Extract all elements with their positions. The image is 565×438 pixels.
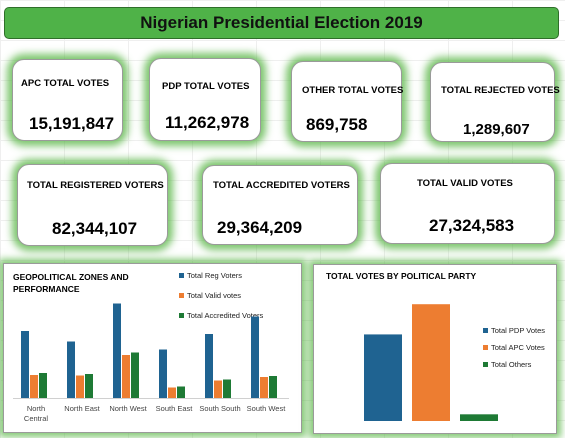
total-valid-votes-label: TOTAL VALID VOTES [417,178,513,189]
total-rejected-votes-card[interactable]: TOTAL REJECTED VOTES 1,289,607 [430,62,560,142]
bar-total-valid-votes-north-east[interactable] [76,375,84,399]
legend-swatch-total-valid-votes [179,293,184,298]
legend-label-total-others: Total Others [491,360,532,369]
chart1-title-line1: GEOPOLITICAL ZONES AND [13,272,129,282]
total-rejected-votes-label: TOTAL REJECTED VOTES [441,85,560,96]
bar-total-valid-votes-north-west[interactable] [122,355,130,398]
bar-total-valid-votes-south-west[interactable] [260,377,268,398]
legend-swatch-total-reg-voters [179,273,184,278]
legend-label-total-pdp-votes: Total PDP Votes [491,326,545,335]
legend-swatch-total-accredited-voters [179,313,184,318]
chart1-title-line2: PERFORMANCE [13,284,80,294]
pdp-total-votes-value: 11,262,978 [165,113,250,132]
tick-label-south-west: South West [247,404,287,413]
geopolitical-zones-svg: GEOPOLITICAL ZONES AND PERFORMANCE Total… [13,271,289,423]
other-total-votes-value: 869,758 [306,115,368,134]
tick-label-south-east: South East [156,404,194,413]
bar-total-reg-voters-north-west[interactable] [113,303,121,399]
total-accredited-voters-card[interactable]: TOTAL ACCREDITED VOTERS 29,364,209 [202,165,358,245]
legend-label-total-reg-voters: Total Reg Voters [187,271,242,280]
bar-total-accredited-voters-north-west[interactable] [131,352,139,399]
total-registered-voters-value: 82,344,107 [52,219,138,238]
legend-swatch-total-apc-votes [483,345,488,350]
apc-total-votes-value: 15,191,847 [29,114,115,133]
bar-total-valid-votes-south-east[interactable] [168,387,176,399]
bar-total-valid-votes-north-central[interactable] [30,375,38,398]
bar-total-accredited-voters-south-east[interactable] [177,386,185,399]
votes-by-party-svg: TOTAL VOTES BY POLITICAL PARTY Total PDP… [326,271,545,421]
bar-total-accredited-voters-south-west[interactable] [269,376,277,398]
total-valid-votes-card[interactable]: TOTAL VALID VOTES 27,324,583 [380,163,555,244]
legend-swatch-total-others [483,362,488,367]
geopolitical-zones-chart[interactable]: GEOPOLITICAL ZONES AND PERFORMANCE Total… [3,263,302,433]
pdp-total-votes-card[interactable]: PDP TOTAL VOTES 11,262,978 [149,58,261,141]
other-total-votes-card[interactable]: OTHER TOTAL VOTES 869,758 [291,61,404,142]
tick-label-north-central: North Central [24,404,49,423]
votes-by-party-chart[interactable]: TOTAL VOTES BY POLITICAL PARTY Total PDP… [313,264,557,434]
legend-label-total-accredited-voters: Total Accredited Voters [187,311,264,320]
total-accredited-voters-value: 29,364,209 [217,218,303,237]
pdp-total-votes-label: PDP TOTAL VOTES [162,81,250,92]
total-rejected-votes-value: 1,289,607 [463,121,530,138]
bar-total-reg-voters-south-south[interactable] [205,334,213,398]
bar-total-reg-voters-south-east[interactable] [159,349,167,399]
bar-total-pdp-votes[interactable] [364,334,402,421]
bar-total-others[interactable] [460,414,498,421]
legend-label-total-valid-votes: Total Valid votes [187,291,241,300]
bar-total-valid-votes-south-south[interactable] [214,380,222,399]
legend-swatch-total-pdp-votes [483,328,488,333]
total-registered-voters-label: TOTAL REGISTERED VOTERS [27,180,164,191]
chart2-title: TOTAL VOTES BY POLITICAL PARTY [326,271,477,281]
bar-total-apc-votes[interactable] [412,304,450,421]
bar-total-accredited-voters-north-east[interactable] [85,374,93,398]
legend-label-total-apc-votes: Total APC Votes [491,343,545,352]
bar-total-accredited-voters-south-south[interactable] [223,379,231,399]
bar-total-accredited-voters-north-central[interactable] [39,373,47,398]
bar-total-reg-voters-north-central[interactable] [21,331,29,398]
apc-total-votes-label: APC TOTAL VOTES [21,78,110,89]
total-accredited-voters-label: TOTAL ACCREDITED VOTERS [213,180,350,191]
tick-label-north-east: North East [64,404,100,413]
total-valid-votes-value: 27,324,583 [429,216,515,235]
tick-label-north-west: North West [109,404,147,413]
apc-total-votes-card[interactable]: APC TOTAL VOTES 15,191,847 [12,59,123,141]
total-registered-voters-card[interactable]: TOTAL REGISTERED VOTERS 82,344,107 [17,164,168,246]
bar-total-reg-voters-south-west[interactable] [251,316,259,399]
dashboard-title: Nigerian Presidential Election 2019 [4,7,559,39]
other-total-votes-label: OTHER TOTAL VOTES [302,85,404,96]
bar-total-reg-voters-north-east[interactable] [67,341,75,399]
tick-label-south-south: South South [199,404,240,413]
